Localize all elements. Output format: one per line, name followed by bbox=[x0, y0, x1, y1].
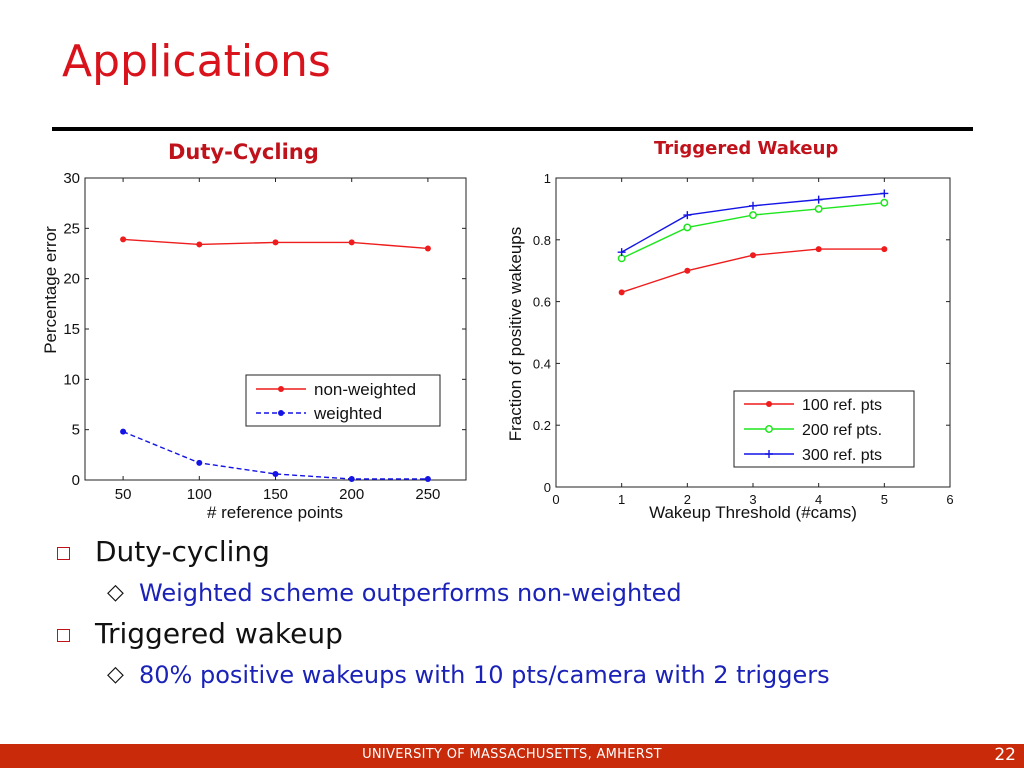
data-point bbox=[815, 246, 822, 253]
y-tick-label: 30 bbox=[63, 170, 80, 187]
legend-marker bbox=[278, 386, 284, 392]
x-tick-label: 3 bbox=[749, 492, 756, 507]
bullet-duty-cycling: Duty-cycling bbox=[55, 533, 1015, 575]
diamond-bullet-icon: ◇ bbox=[107, 662, 124, 687]
legend-marker bbox=[765, 450, 773, 458]
y-tick-label: 15 bbox=[63, 321, 80, 338]
square-bullet-icon bbox=[57, 629, 70, 642]
y-tick-label: 25 bbox=[63, 220, 80, 237]
y-tick-label: 0 bbox=[72, 472, 80, 489]
duty-cycling-chart: 0 5 10 15 20 25 30 50 100 150 200 250 # reference po… bbox=[41, 170, 467, 522]
triggered-wakeup-chart-title: Triggered Wakeup bbox=[654, 138, 839, 159]
data-point bbox=[684, 267, 691, 274]
y-tick-label: 10 bbox=[63, 371, 80, 388]
footer-text: UNIVERSITY OF MASSACHUSETTS, AMHERST bbox=[362, 747, 662, 762]
data-point bbox=[424, 475, 431, 482]
data-point bbox=[272, 470, 279, 477]
y-tick-label: 0.6 bbox=[533, 295, 551, 310]
data-point bbox=[348, 239, 355, 246]
data-point bbox=[880, 198, 889, 207]
sub-bullet-triggered-wakeup: ◇ 80% positive wakeups with 10 pts/camer… bbox=[55, 657, 1015, 697]
x-tick-label: 5 bbox=[881, 492, 888, 507]
duty-cycling-chart-title: Duty-Cycling bbox=[168, 140, 319, 164]
footer-bar: UNIVERSITY OF MASSACHUSETTS, AMHERST 22 bbox=[0, 744, 1024, 768]
y-tick-label: 0.8 bbox=[533, 233, 551, 248]
data-point bbox=[881, 246, 888, 253]
bullet-triggered-wakeup: Triggered wakeup bbox=[55, 615, 1015, 657]
x-tick-label: 150 bbox=[263, 486, 288, 503]
bullet-text: Triggered wakeup bbox=[95, 617, 343, 650]
legend-marker bbox=[765, 425, 773, 433]
data-point bbox=[749, 201, 757, 210]
y-tick-label: 0.4 bbox=[533, 356, 551, 371]
data-point bbox=[196, 241, 203, 248]
triggered-wakeup-chart: 0 0.2 0.4 0.6 0.8 1 0 1 2 3 4 5 6 Wakeup Threshold (#… bbox=[506, 171, 954, 522]
sub-bullet-text: 80% positive wakeups with 10 pts/camera … bbox=[139, 661, 830, 689]
data-point bbox=[683, 211, 692, 220]
y-tick-label: 5 bbox=[72, 422, 80, 439]
sub-bullet-duty-cycling: ◇ Weighted scheme outperforms non-weight… bbox=[55, 575, 1015, 615]
data-point bbox=[120, 236, 127, 243]
x-tick-label: 50 bbox=[115, 486, 132, 503]
x-tick-label: 200 bbox=[339, 486, 364, 503]
data-point bbox=[814, 204, 823, 213]
legend-label: 100 ref. pts bbox=[802, 397, 882, 414]
sub-bullet-text: Weighted scheme outperforms non-weighted bbox=[139, 579, 682, 607]
data-point bbox=[120, 428, 127, 435]
diamond-bullet-icon: ◇ bbox=[107, 580, 124, 605]
legend-box bbox=[245, 374, 441, 427]
y-tick-label: 1 bbox=[544, 171, 551, 186]
x-tick-label: 1 bbox=[618, 492, 625, 507]
x-tick-label: 100 bbox=[187, 486, 212, 503]
data-point bbox=[618, 289, 625, 296]
x-tick-label: 0 bbox=[552, 492, 559, 507]
x-axis-label: Wakeup Threshold (#cams) bbox=[649, 503, 857, 522]
data-point bbox=[348, 475, 355, 482]
legend-marker bbox=[766, 401, 772, 407]
x-tick-label: 6 bbox=[946, 492, 953, 507]
legend-label: non-weighted bbox=[314, 380, 416, 399]
page-number: 22 bbox=[994, 745, 1016, 765]
x-tick-label: 4 bbox=[815, 492, 822, 507]
legend-label: 300 ref. pts bbox=[802, 447, 882, 464]
data-point bbox=[272, 239, 279, 246]
data-point bbox=[683, 223, 692, 232]
data-point bbox=[196, 459, 203, 466]
x-tick-label: 2 bbox=[684, 492, 691, 507]
legend-marker bbox=[278, 410, 284, 416]
y-axis-label: Fraction of positive wakeups bbox=[506, 227, 525, 442]
y-axis-label: Percentage error bbox=[41, 226, 60, 354]
x-axis-label: # reference points bbox=[207, 503, 343, 522]
bullet-list: Duty-cycling ◇ Weighted scheme outperfor… bbox=[55, 533, 1015, 697]
y-tick-label: 0 bbox=[544, 480, 551, 495]
slide-title: Applications bbox=[62, 36, 331, 87]
data-point bbox=[749, 211, 757, 220]
x-tick-label: 250 bbox=[415, 486, 440, 503]
y-tick-label: 20 bbox=[63, 271, 80, 288]
legend-label: 200 ref pts. bbox=[802, 422, 882, 439]
title-divider bbox=[52, 127, 973, 131]
y-tick-label: 0.2 bbox=[533, 418, 551, 433]
data-point bbox=[750, 252, 756, 259]
square-bullet-icon bbox=[57, 547, 70, 560]
bullet-text: Duty-cycling bbox=[95, 535, 270, 568]
data-point bbox=[617, 248, 626, 257]
data-point bbox=[814, 195, 823, 204]
data-point bbox=[424, 245, 431, 252]
legend-label: weighted bbox=[313, 404, 382, 423]
data-point bbox=[880, 189, 889, 198]
